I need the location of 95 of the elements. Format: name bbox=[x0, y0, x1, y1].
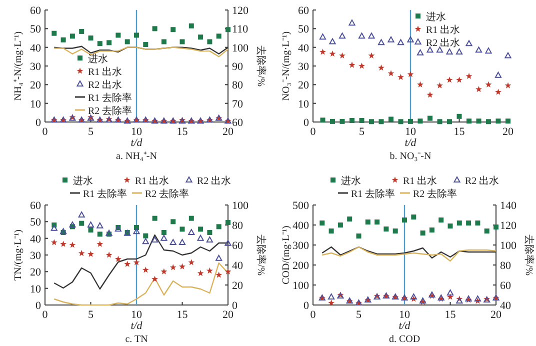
x-tick-label: 5 bbox=[88, 126, 94, 138]
y-tick-label: 50 bbox=[30, 24, 42, 36]
y-tick-label: 100 bbox=[292, 280, 310, 292]
legend-label: R1 出水 bbox=[135, 175, 170, 187]
legend-label: R2 出水 bbox=[88, 79, 122, 91]
y2-tick-label: 90 bbox=[232, 61, 244, 73]
y2-axis-title: 去除率/% bbox=[255, 234, 267, 276]
y-tick-label: 40 bbox=[30, 42, 42, 54]
x-tick-label: 15 bbox=[176, 126, 188, 138]
text: c. TN bbox=[125, 334, 148, 345]
x-tick-label: 20 bbox=[490, 309, 502, 321]
x-axis-title: t/d bbox=[398, 320, 411, 332]
y2-tick-label: 100 bbox=[232, 42, 249, 54]
y2-tick-label: 80 bbox=[232, 220, 244, 232]
y-tick-label: 30 bbox=[30, 61, 42, 73]
text: b. NO₃⁻-N bbox=[390, 151, 432, 162]
x-tick-label: 5 bbox=[359, 126, 365, 138]
x-tick-label: 20 bbox=[502, 126, 514, 138]
y2-tick-label: 60 bbox=[232, 240, 244, 252]
y2-tick-label: 60 bbox=[500, 280, 512, 292]
y2-tick-label: 140 bbox=[500, 200, 517, 212]
y-tick-label: 20 bbox=[30, 266, 42, 279]
y2-tick-label: 40 bbox=[500, 300, 512, 312]
x-tick-label: 5 bbox=[356, 309, 362, 321]
legend-label: R2 去除率 bbox=[145, 188, 190, 200]
y2-tick-label: 70 bbox=[232, 98, 244, 110]
legend-label: R1 去除率 bbox=[88, 92, 132, 104]
y-tick-label: 30 bbox=[30, 250, 42, 262]
y-tick-label: 30 bbox=[298, 61, 310, 73]
y-tick-label: 40 bbox=[298, 42, 310, 54]
y2-tick-label: 60 bbox=[232, 117, 244, 129]
y-tick-label: 0 bbox=[304, 300, 310, 312]
legend-label: R1 出水 bbox=[426, 24, 460, 36]
y-tick-label: 10 bbox=[298, 98, 310, 110]
x-tick-label: 10 bbox=[131, 309, 142, 321]
y-tick-label: 300 bbox=[292, 240, 310, 252]
legend-label: R1 去除率 bbox=[351, 188, 396, 200]
y2-tick-label: 100 bbox=[232, 200, 249, 212]
y-axis-title: NO₃⁻-N/(mg·L⁻¹) bbox=[281, 31, 292, 101]
y2-tick-label: 40 bbox=[232, 260, 244, 272]
y2-axis-title: 去除率/% bbox=[523, 234, 535, 276]
y2-tick-label: 80 bbox=[232, 80, 244, 92]
y-tick-label: 40 bbox=[30, 233, 42, 246]
legend-label: R2 去除率 bbox=[413, 188, 458, 200]
y-tick-label: 0 bbox=[36, 117, 42, 129]
y-axis-title: NH₄⁺-N/(mg·L⁻¹) bbox=[13, 31, 24, 101]
x-tick-label: 15 bbox=[444, 309, 456, 321]
y-tick-label: 20 bbox=[30, 80, 42, 92]
legend-label: R1 出水 bbox=[88, 66, 122, 78]
x-axis-title: t/d bbox=[130, 137, 143, 149]
y-tick-label: 50 bbox=[30, 216, 42, 229]
x-tick-label: 20 bbox=[222, 309, 234, 321]
text: d. COD bbox=[388, 334, 420, 345]
y2-axis-title: 去除率/% bbox=[255, 45, 267, 87]
y-tick-label: 10 bbox=[30, 98, 42, 110]
x-tick-label: 5 bbox=[88, 309, 94, 321]
legend-label: R2 出水 bbox=[426, 37, 460, 49]
y-axis-title: TN/(mg·L⁻¹) bbox=[13, 230, 24, 280]
x-axis-title: t/d bbox=[130, 320, 143, 332]
legend-label: 进水 bbox=[341, 175, 361, 187]
legend-label: 进水 bbox=[88, 53, 108, 65]
legend-label: R1 出水 bbox=[403, 175, 438, 187]
y2-tick-label: 100 bbox=[500, 240, 517, 252]
y2-tick-label: 120 bbox=[500, 220, 517, 232]
y-tick-label: 500 bbox=[292, 200, 310, 212]
y-tick-label: 60 bbox=[30, 5, 42, 17]
y2-tick-label: 110 bbox=[232, 24, 249, 36]
x-tick-label: 20 bbox=[222, 126, 234, 138]
legend-label: 进水 bbox=[426, 11, 446, 23]
y-tick-label: 20 bbox=[298, 80, 310, 92]
x-tick-label: 15 bbox=[454, 126, 466, 138]
legend-label: R2 去除率 bbox=[88, 105, 132, 117]
x-axis-title: t/d bbox=[404, 137, 417, 149]
y-tick-label: 200 bbox=[292, 260, 310, 272]
text: a. NH₄⁺-N bbox=[116, 151, 157, 162]
x-tick-label: 10 bbox=[405, 126, 416, 138]
y-tick-label: 0 bbox=[304, 117, 310, 129]
x-tick-label: 15 bbox=[176, 309, 188, 321]
y2-tick-label: 0 bbox=[232, 300, 238, 312]
y-axis-title: COD/(mg·L⁻¹) bbox=[281, 226, 292, 284]
y2-tick-label: 120 bbox=[232, 5, 249, 17]
y-tick-label: 0 bbox=[36, 300, 42, 312]
y2-tick-label: 20 bbox=[232, 280, 244, 292]
legend-label: R1 去除率 bbox=[83, 188, 128, 200]
legend-label: 进水 bbox=[73, 175, 93, 187]
legend-label: R2 出水 bbox=[465, 175, 500, 187]
y-tick-label: 400 bbox=[292, 220, 310, 232]
x-tick-label: 10 bbox=[131, 126, 142, 138]
y-tick-label: 60 bbox=[298, 5, 310, 17]
x-tick-label: 10 bbox=[399, 309, 410, 321]
legend-label: R2 出水 bbox=[197, 175, 232, 187]
y-tick-label: 60 bbox=[30, 200, 42, 212]
y2-tick-label: 80 bbox=[500, 260, 512, 272]
y-tick-label: 50 bbox=[298, 24, 310, 36]
y-tick-label: 10 bbox=[30, 283, 42, 296]
